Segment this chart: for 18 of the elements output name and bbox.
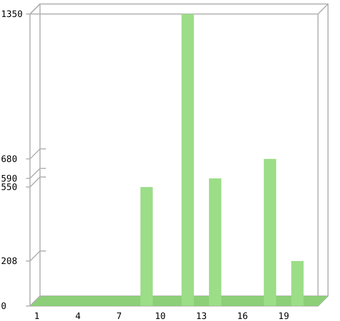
y-tick-label: 590 [1,174,18,184]
x-tick-label: 4 [75,312,81,321]
y-tick-label: 680 [1,154,18,165]
x-tick-label: 16 [237,312,248,321]
y-tick-label: 208 [1,257,18,268]
x-tick-label: 10 [154,312,166,321]
bar [182,14,194,306]
bar [208,178,222,306]
bar [140,187,153,306]
x-tick-label: 19 [278,312,290,321]
bar [264,158,276,306]
y-tick-label: 1350 [1,10,23,20]
x-tick-label: 7 [116,312,122,321]
y-tick-label: 0 [1,302,6,312]
x-tick-label: 1 [34,312,40,321]
x-tick-label: 13 [196,312,207,321]
y-tick-label: 550 [1,183,18,194]
bar [291,261,304,306]
